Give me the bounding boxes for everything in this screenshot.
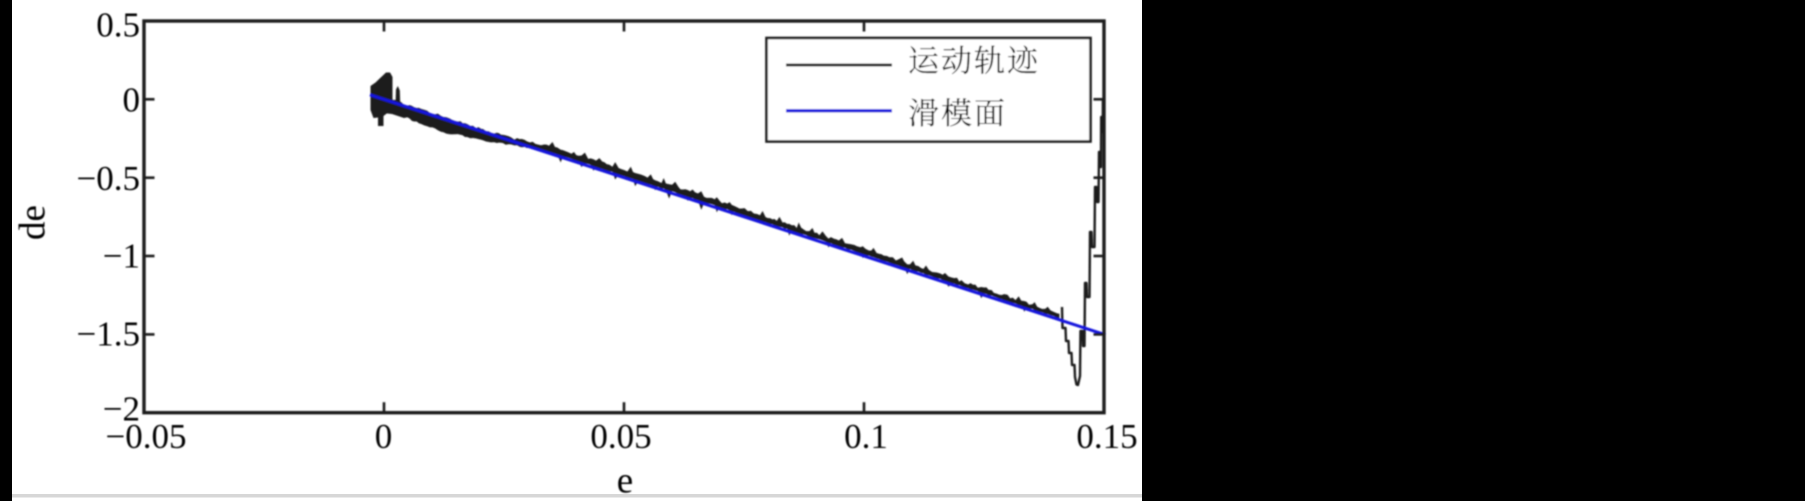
svg-text:0.5: 0.5	[96, 6, 140, 45]
svg-text:0.1: 0.1	[844, 417, 888, 456]
svg-text:e: e	[617, 461, 633, 501]
svg-text:0.05: 0.05	[590, 417, 651, 456]
svg-text:−2: −2	[103, 390, 140, 429]
svg-text:−0.05: −0.05	[106, 417, 187, 456]
svg-text:−0.5: −0.5	[77, 159, 141, 198]
svg-text:0.15: 0.15	[1076, 417, 1137, 456]
svg-text:−1: −1	[103, 237, 140, 276]
svg-text:0: 0	[375, 417, 393, 456]
svg-text:0: 0	[123, 81, 141, 120]
svg-text:de: de	[13, 205, 54, 240]
svg-text:−1.5: −1.5	[77, 315, 141, 354]
